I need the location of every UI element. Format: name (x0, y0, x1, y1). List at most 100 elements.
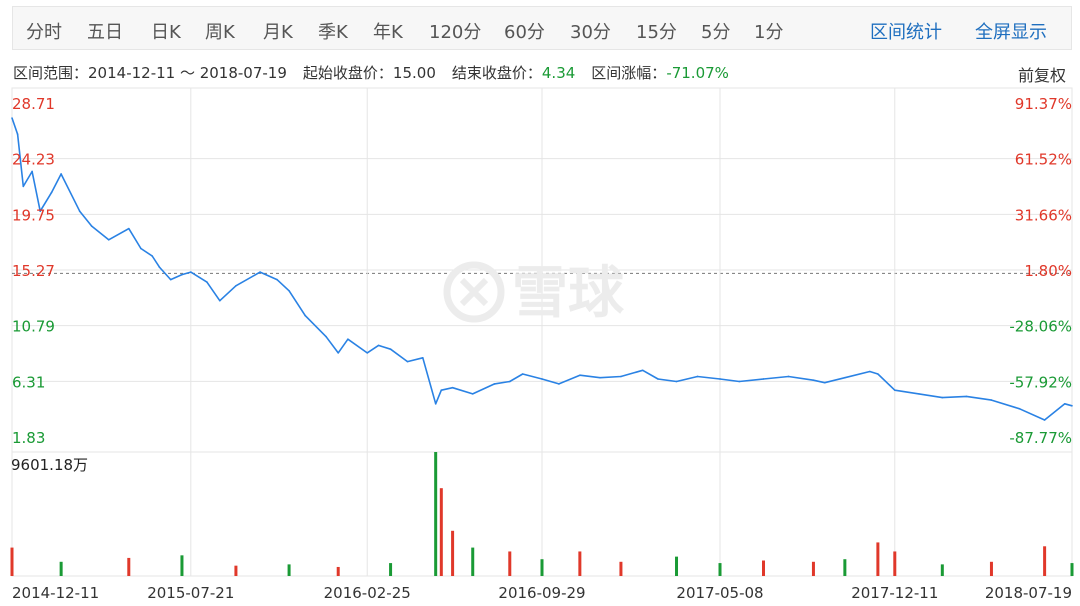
y-pct-label: 1.80% (1024, 262, 1072, 280)
y-tick-label: 1.83 (12, 429, 45, 447)
range-value: 2014-12-11 ～ 2018-07-19 (88, 64, 287, 82)
tab-15min[interactable]: 15分 (636, 22, 677, 43)
price-point (965, 395, 968, 398)
price-point (39, 210, 41, 213)
watermark-text: 雪球 (512, 261, 625, 326)
price-point (60, 173, 62, 175)
price-point (521, 373, 524, 375)
x-tick-label: 2015-07-21 (147, 584, 234, 602)
price-point (869, 370, 871, 373)
tab-yearly-k[interactable]: 年K (373, 22, 403, 43)
y-pct-label: -57.92% (1009, 373, 1072, 391)
price-point (181, 273, 183, 276)
volume-bar (451, 530, 455, 576)
price-point (990, 399, 993, 401)
price-point (78, 210, 81, 213)
price-point (471, 393, 474, 395)
volume-bar (989, 561, 993, 576)
volume-max-label: 9601.18万 (11, 456, 88, 474)
x-tick-label: 2014-12-11 (12, 584, 99, 602)
price-point (893, 389, 896, 391)
price-point (787, 375, 790, 378)
end-close-value: 4.34 (541, 64, 576, 82)
volume-bar (675, 556, 679, 576)
volume-bar (471, 547, 475, 576)
tab-60min[interactable]: 60分 (504, 22, 545, 43)
volume-bar (508, 551, 512, 576)
axis-labels: 28.71 91.37% 24.23 61.52% 19.75 31.66% 15.27 1.… (11, 95, 1072, 602)
price-point (941, 396, 944, 399)
tab-five-day[interactable]: 五日 (87, 22, 123, 43)
range-stats-button[interactable]: 区间统计 (870, 22, 942, 43)
volume-bar (434, 452, 438, 576)
price-point (219, 299, 221, 302)
price-line (11, 117, 1073, 421)
x-tick-label: 2017-05-08 (676, 584, 763, 602)
price-point (406, 360, 409, 363)
tab-daily-k[interactable]: 日K (151, 22, 181, 43)
start-close-value: 15.00 (392, 64, 436, 82)
price-point (719, 378, 721, 380)
price-point (140, 247, 142, 250)
price-point (276, 278, 278, 281)
fullscreen-button[interactable]: 全屏显示 (975, 22, 1047, 43)
watermark: 雪球 (443, 261, 625, 326)
tab-120min[interactable]: 120分 (429, 22, 482, 43)
tab-weekly-k[interactable]: 周K (205, 22, 235, 43)
price-point (738, 380, 741, 383)
grid-layer (11, 87, 1073, 577)
volume-bar (718, 563, 722, 576)
price-point (206, 281, 208, 283)
price-point (620, 375, 622, 378)
volume-bar (59, 561, 63, 576)
price-point (508, 380, 511, 383)
y-pct-label: -87.77% (1009, 429, 1072, 447)
y-tick-label: 15.27 (12, 262, 55, 280)
price-point (493, 383, 496, 385)
price-point (812, 379, 815, 382)
y-tick-label: 19.75 (12, 206, 55, 224)
volume-bar (1070, 563, 1074, 576)
price-point (347, 338, 349, 341)
price-point (288, 289, 290, 292)
price-point (599, 376, 601, 379)
price-point (90, 225, 93, 227)
range-change-label: 区间涨幅： (591, 64, 667, 82)
tab-30min[interactable]: 30分 (570, 22, 611, 43)
price-point (451, 386, 454, 389)
volume-bar (180, 555, 184, 576)
tab-quarterly-k[interactable]: 季K (318, 22, 348, 43)
price-point (337, 352, 340, 354)
price-point (190, 271, 192, 273)
y-tick-label: 10.79 (12, 318, 55, 336)
tab-1min[interactable]: 1分 (754, 22, 784, 43)
price-point (657, 378, 659, 380)
volume-bars (10, 452, 1074, 576)
price-point (1018, 407, 1021, 410)
price-point (696, 375, 699, 378)
volume-bar (619, 561, 623, 576)
volume-bar (1043, 546, 1047, 576)
volume-bar (811, 561, 815, 576)
volume-bar (762, 560, 766, 576)
price-point (641, 369, 644, 372)
tab-5min[interactable]: 5分 (701, 22, 731, 43)
volume-bar (540, 559, 544, 576)
y-pct-label: -28.06% (1009, 318, 1072, 336)
volume-bar (843, 559, 847, 576)
volume-bar (10, 547, 14, 576)
price-point (107, 239, 110, 241)
volume-bar (876, 542, 880, 576)
range-info-row: 区间范围：2014-12-11 ～ 2018-07-19 起始收盘价：15.00 结… (13, 62, 729, 83)
tab-monthly-k[interactable]: 月K (263, 22, 293, 43)
x-tick-label: 2018-07-19 (985, 584, 1072, 602)
adjust-mode-selector[interactable]: 前复权 (1017, 66, 1066, 85)
y-pct-label: 31.66% (1015, 206, 1072, 224)
tab-intraday[interactable]: 分时 (26, 22, 62, 43)
price-point (50, 191, 53, 194)
price-point (440, 389, 443, 391)
volume-bar (578, 551, 582, 576)
volume-bar (234, 565, 238, 576)
x-tick-label: 2017-12-11 (851, 584, 938, 602)
